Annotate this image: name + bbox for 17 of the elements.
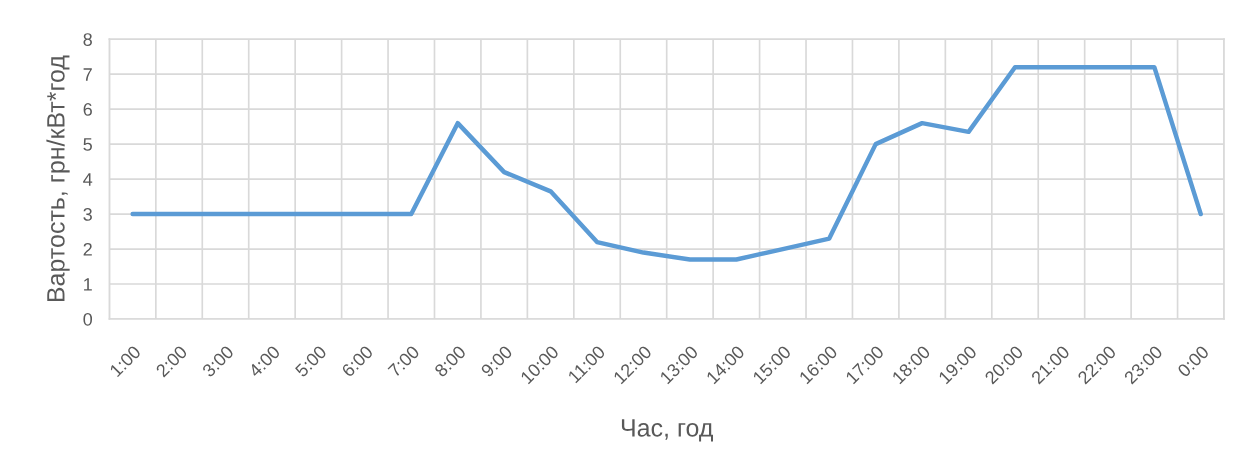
x-tick-label: 9:00	[480, 344, 514, 378]
y-tick-label: 6	[83, 103, 92, 116]
y-tick-label: 1	[84, 278, 92, 291]
y-tick-label: 5	[83, 138, 92, 151]
y-tick-label: 4	[83, 173, 93, 186]
y-tick-label: 3	[83, 208, 92, 221]
x-tick-label: 6:00	[340, 344, 374, 378]
y-tick-label: 7	[83, 68, 92, 81]
y-tick-label: 0	[83, 312, 93, 326]
y-tick-label: 2	[83, 242, 92, 256]
x-axis-title: Час, год	[621, 419, 713, 442]
x-tick-label: 7:00	[387, 344, 421, 378]
line-series	[130, 64, 1203, 262]
x-tick-label: 0:00	[1176, 344, 1210, 378]
y-tick-label: 8	[83, 33, 92, 46]
y-axis-title: Вартость, грн/кВт*год	[46, 55, 70, 302]
x-tick-label: 4:00	[247, 344, 281, 378]
